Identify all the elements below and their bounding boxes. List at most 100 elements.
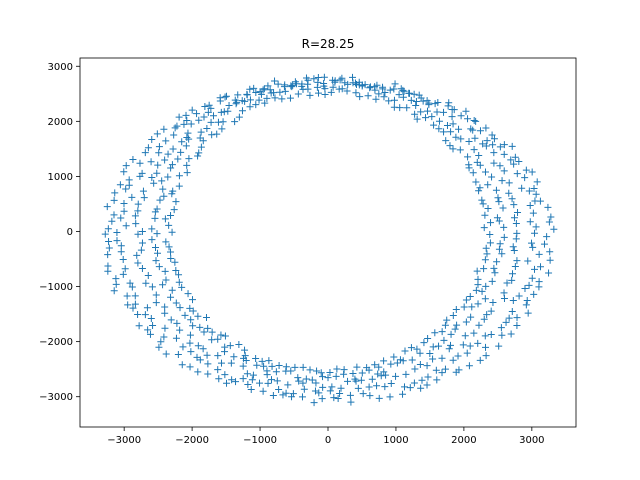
data-point <box>173 319 181 327</box>
data-point <box>313 83 321 91</box>
data-point <box>524 309 532 317</box>
data-point <box>168 286 176 294</box>
data-point <box>112 280 120 288</box>
data-point <box>219 118 227 126</box>
data-point <box>321 85 329 93</box>
data-point <box>321 91 329 99</box>
data-point <box>170 206 178 214</box>
data-point <box>500 233 508 241</box>
data-point <box>455 125 463 133</box>
data-point <box>319 383 327 391</box>
data-point <box>282 363 290 371</box>
data-point <box>507 156 515 164</box>
data-point <box>395 91 403 99</box>
data-point <box>452 305 460 313</box>
data-point <box>482 352 490 360</box>
data-point <box>352 89 360 97</box>
data-point <box>474 300 482 308</box>
data-point <box>294 90 302 98</box>
data-point <box>467 125 475 133</box>
data-point <box>375 90 383 98</box>
data-point <box>241 352 249 360</box>
data-point <box>547 213 555 221</box>
data-point <box>128 193 136 201</box>
y-tick-label: 1000 <box>48 172 73 183</box>
data-point <box>425 101 433 109</box>
data-point <box>513 314 521 322</box>
data-point <box>234 91 242 99</box>
data-point <box>172 334 180 342</box>
data-point <box>326 368 334 376</box>
data-point <box>177 148 185 156</box>
data-point <box>161 156 169 164</box>
data-point <box>113 229 121 237</box>
data-point <box>120 168 128 176</box>
data-point <box>505 314 513 322</box>
data-point <box>324 374 332 382</box>
data-point <box>161 309 169 317</box>
data-point <box>490 264 498 272</box>
data-point <box>260 362 268 370</box>
data-point <box>184 129 192 137</box>
data-point <box>148 173 156 181</box>
data-point <box>364 92 372 100</box>
data-point <box>291 363 299 371</box>
x-tick-label: −1000 <box>243 435 277 446</box>
data-point <box>260 85 268 93</box>
data-point <box>281 87 289 95</box>
data-point <box>532 223 540 231</box>
data-point <box>494 194 502 202</box>
data-point <box>432 366 440 374</box>
data-point <box>153 205 161 213</box>
data-point <box>246 85 254 93</box>
data-point <box>221 93 229 101</box>
data-point <box>167 248 175 256</box>
data-point <box>546 256 554 264</box>
data-point <box>121 265 129 273</box>
y-tick-label: 2000 <box>48 117 73 128</box>
data-point <box>258 357 266 365</box>
data-point <box>445 345 453 353</box>
data-point <box>136 159 144 167</box>
data-point <box>396 356 404 364</box>
data-point <box>411 110 419 118</box>
data-point <box>497 324 505 332</box>
data-point <box>252 101 260 109</box>
plot-area: −3000 −2000 −1000 0 1000 2000 3000 −3000−2000−… <box>39 57 577 446</box>
data-point <box>473 267 481 275</box>
data-point <box>454 352 462 360</box>
data-point <box>135 322 143 330</box>
data-point <box>336 389 344 397</box>
data-point <box>159 281 167 289</box>
data-point <box>464 115 472 123</box>
data-point <box>424 373 432 381</box>
data-point <box>150 179 158 187</box>
data-point <box>287 82 295 90</box>
data-point <box>540 240 548 248</box>
data-point <box>341 79 349 87</box>
data-point <box>326 387 334 395</box>
data-point <box>103 203 111 211</box>
data-point <box>138 264 146 272</box>
data-point <box>246 103 254 111</box>
data-point <box>487 219 495 227</box>
data-point <box>134 207 142 215</box>
data-point <box>263 94 271 102</box>
data-point <box>203 124 211 132</box>
data-point <box>375 363 383 371</box>
data-point <box>314 89 322 97</box>
data-point <box>431 329 439 337</box>
data-point <box>200 113 208 121</box>
data-point <box>416 360 424 368</box>
data-point <box>528 168 536 176</box>
data-point <box>148 236 156 244</box>
data-point <box>215 375 223 383</box>
data-point <box>178 283 186 291</box>
data-point <box>429 343 437 351</box>
data-point <box>302 74 310 82</box>
data-point <box>214 335 222 343</box>
data-point <box>349 79 357 87</box>
data-point <box>390 353 398 361</box>
data-point <box>140 194 148 202</box>
data-point <box>172 266 180 274</box>
